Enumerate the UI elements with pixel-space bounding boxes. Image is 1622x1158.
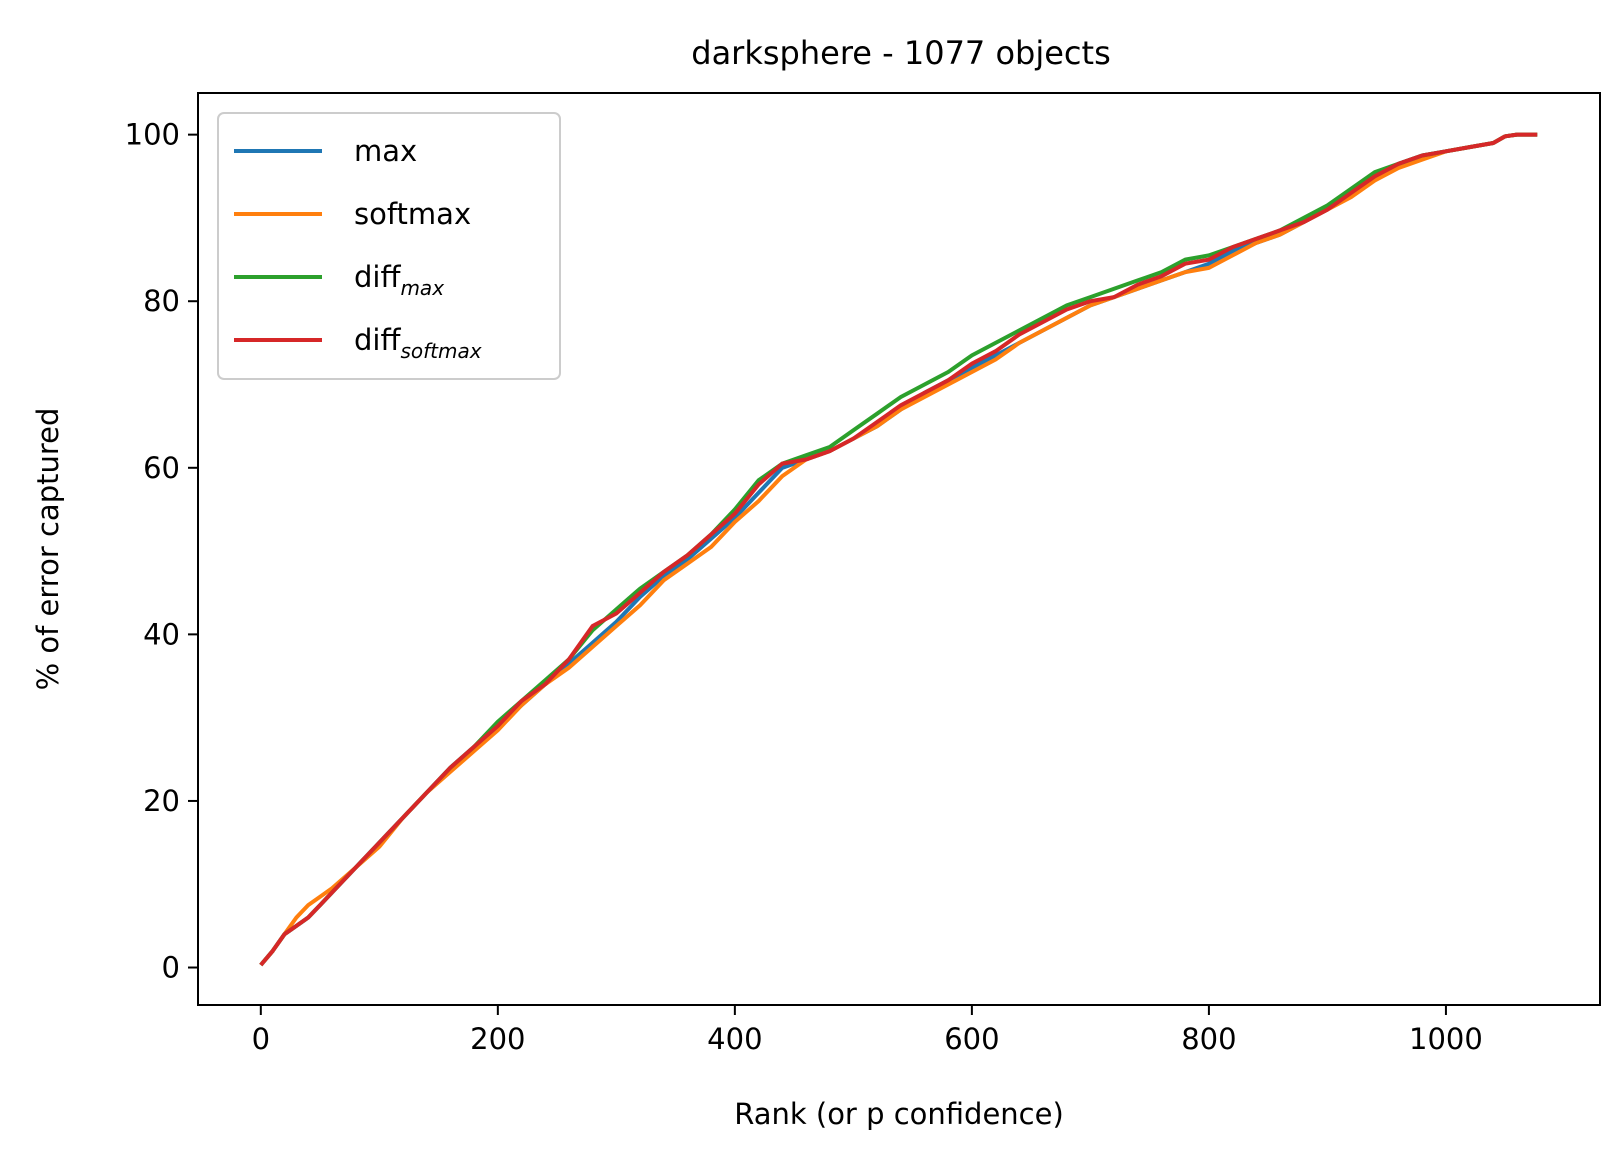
legend-label-main: softmax — [354, 197, 471, 231]
legend-label: diffsoftmax — [354, 323, 482, 363]
legend-label-main: diff — [354, 323, 401, 357]
y-tick-label: 60 — [143, 451, 180, 485]
x-tick-label: 200 — [470, 1022, 525, 1056]
legend-label-subscript: softmax — [400, 339, 481, 363]
legend-label: softmax — [354, 197, 471, 231]
y-axis: 0 20 40 60 80 100 — [125, 118, 198, 985]
x-tick-label: 800 — [1181, 1022, 1236, 1056]
y-tick-label: 40 — [143, 617, 180, 651]
x-tick-label: 0 — [252, 1022, 270, 1056]
x-axis-label: Rank (or p confidence) — [734, 1097, 1064, 1131]
legend-label-main: diff — [354, 260, 401, 294]
x-tick-label: 1000 — [1409, 1022, 1483, 1056]
legend-box — [217, 112, 561, 380]
series-layer — [259, 132, 1538, 967]
legend-label-main: max — [354, 134, 417, 168]
y-axis-label: % of error captured — [31, 408, 65, 691]
x-axis: 0 200 400 600 800 1000 — [252, 1005, 1483, 1056]
legend-label: diffmax — [354, 260, 444, 300]
y-tick-label: 20 — [143, 784, 180, 818]
y-tick-label: 100 — [125, 118, 180, 152]
chart-title: darksphere - 1077 objects — [691, 34, 1110, 72]
legend-label: max — [354, 134, 417, 168]
y-tick-label: 0 — [162, 951, 180, 985]
x-tick-label: 400 — [707, 1022, 762, 1056]
series-line-diff-softmax — [259, 132, 1538, 967]
legend-label-subscript: max — [400, 276, 444, 300]
x-tick-label: 600 — [944, 1022, 999, 1056]
y-tick-label: 80 — [143, 284, 180, 318]
plot-frame — [197, 92, 1601, 1006]
